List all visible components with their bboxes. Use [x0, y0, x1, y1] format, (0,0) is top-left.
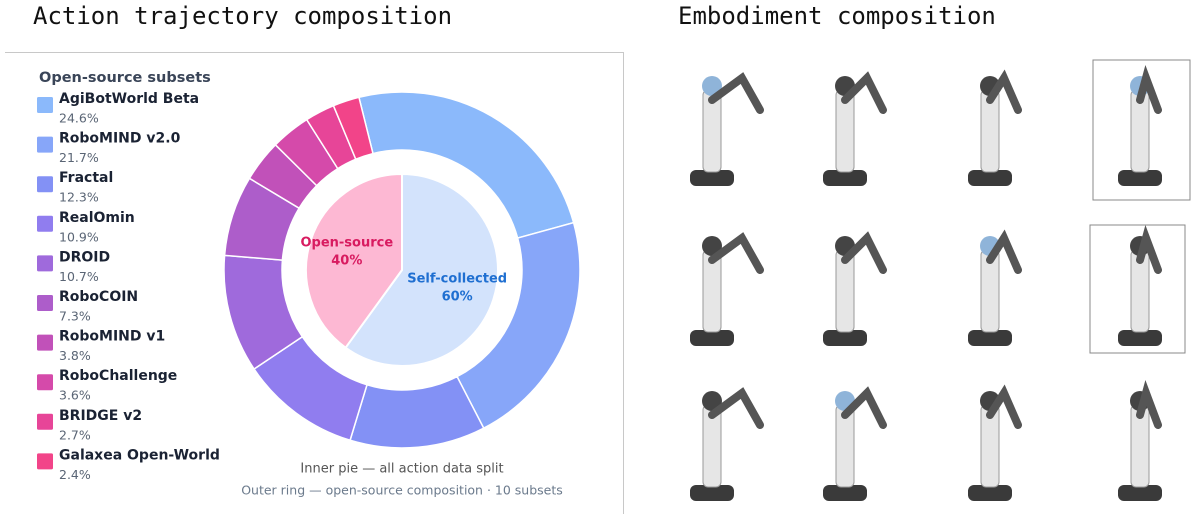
robot-arm [1136, 380, 1162, 429]
robot-base [1118, 485, 1162, 501]
pie-label: Self-collected [407, 271, 507, 286]
legend-value: 24.6% [59, 111, 99, 126]
robot-joint [702, 391, 722, 411]
robot-image [1118, 380, 1162, 501]
robot-base [968, 170, 1012, 186]
legend-value: 21.7% [59, 150, 99, 165]
panel-border [5, 52, 624, 514]
robot-image [968, 384, 1022, 501]
legend-swatch [37, 97, 53, 113]
caption: Outer ring — open-source composition · 1… [241, 483, 563, 498]
legend-label: BRIDGE v2 [59, 408, 142, 424]
robot-image [690, 72, 764, 186]
robot-base [690, 170, 734, 186]
robot-base [968, 485, 1012, 501]
right-title: Embodiment composition [678, 2, 996, 30]
legend-swatch [37, 215, 53, 232]
robot-arm [841, 71, 887, 114]
robot-joint [702, 76, 722, 96]
legend-swatch [37, 255, 53, 272]
legend-label: RoboMIND v2.0 [59, 131, 181, 147]
legend-swatch [37, 453, 53, 470]
robot-image [823, 231, 887, 346]
legend-title: Open-source subsets [39, 70, 211, 86]
legend-label: RoboMIND v1 [59, 329, 165, 345]
legend-value: 10.9% [59, 229, 99, 244]
robot-image [1118, 65, 1162, 186]
robot-joint [702, 236, 722, 256]
legend-value: 3.6% [59, 388, 91, 403]
legend-value: 3.8% [59, 348, 91, 363]
robot-base [823, 170, 867, 186]
legend-swatch [37, 136, 53, 153]
robot-base [690, 485, 734, 501]
robot-arm [708, 387, 764, 429]
robot-image [823, 386, 887, 501]
robot-arm [841, 386, 887, 429]
robot-arm [1136, 65, 1162, 114]
robot-arm [986, 229, 1022, 274]
legend-label: AgiBotWorld Beta [59, 91, 199, 107]
robot-image [690, 232, 764, 346]
robot-base [823, 485, 867, 501]
robot-base [1118, 330, 1162, 346]
robot-image [968, 229, 1022, 346]
pie-label: Open-source [300, 236, 393, 251]
pie-value-label: 60% [442, 289, 473, 304]
robot-image [690, 387, 764, 501]
pie-slice [344, 172, 499, 367]
robot-image [1118, 225, 1162, 346]
robot-base [690, 330, 734, 346]
legend-label: Fractal [59, 170, 113, 186]
legend-swatch [37, 413, 53, 430]
robot-base [823, 330, 867, 346]
image-frame [1092, 59, 1191, 201]
pie-slice [305, 172, 403, 350]
robot-arm [986, 384, 1022, 429]
robot-arm [708, 232, 764, 274]
legend-value: 12.3% [59, 190, 99, 205]
robot-base [1118, 170, 1162, 186]
robot-base [968, 330, 1012, 346]
left-title: Action trajectory composition [33, 2, 452, 30]
legend-swatch [37, 176, 53, 193]
robot-arm [841, 231, 887, 274]
image-frame [1089, 224, 1186, 354]
legend-value: 2.7% [59, 427, 91, 442]
robot-image [968, 69, 1022, 186]
legend-label: RealOmin [59, 210, 135, 226]
legend-label: DROID [59, 249, 110, 265]
robot-arm [1136, 225, 1162, 274]
pie-value-label: 40% [331, 254, 362, 269]
legend-label: RoboChallenge [59, 368, 177, 384]
robot-gallery [690, 59, 1191, 501]
robot-arm [708, 72, 764, 114]
legend-swatch [37, 334, 53, 351]
legend-value: 2.4% [59, 467, 91, 482]
robot-image [823, 71, 887, 186]
ring-segment [332, 96, 374, 161]
legend-label: Galaxea Open-World [59, 447, 220, 463]
legend-value: 10.7% [59, 269, 99, 284]
legend-swatch [37, 295, 53, 311]
robot-arm [986, 69, 1022, 114]
legend-swatch [37, 374, 53, 391]
legend-label: RoboCOIN [59, 289, 138, 305]
legend-value: 7.3% [59, 309, 91, 324]
caption: Inner pie — all action data split [300, 462, 503, 477]
